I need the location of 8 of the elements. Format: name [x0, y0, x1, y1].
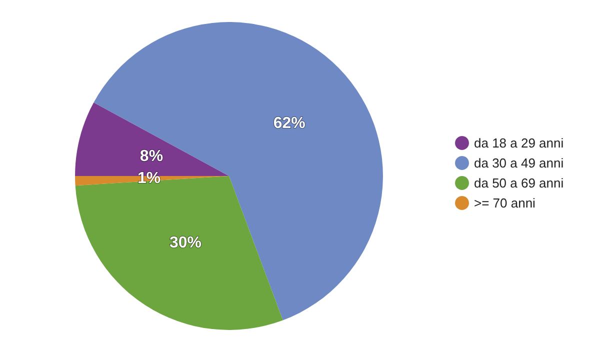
legend-label: >= 70 anni — [474, 196, 536, 210]
data-label: 8% — [140, 148, 164, 165]
data-label: 62% — [273, 115, 306, 132]
data-label: 30% — [169, 234, 202, 252]
data-label: 1% — [137, 170, 161, 187]
legend-label: da 30 a 49 anni — [474, 156, 564, 170]
legend-label: da 18 a 29 anni — [474, 136, 564, 150]
legend-label: da 50 a 69 anni — [474, 176, 564, 190]
